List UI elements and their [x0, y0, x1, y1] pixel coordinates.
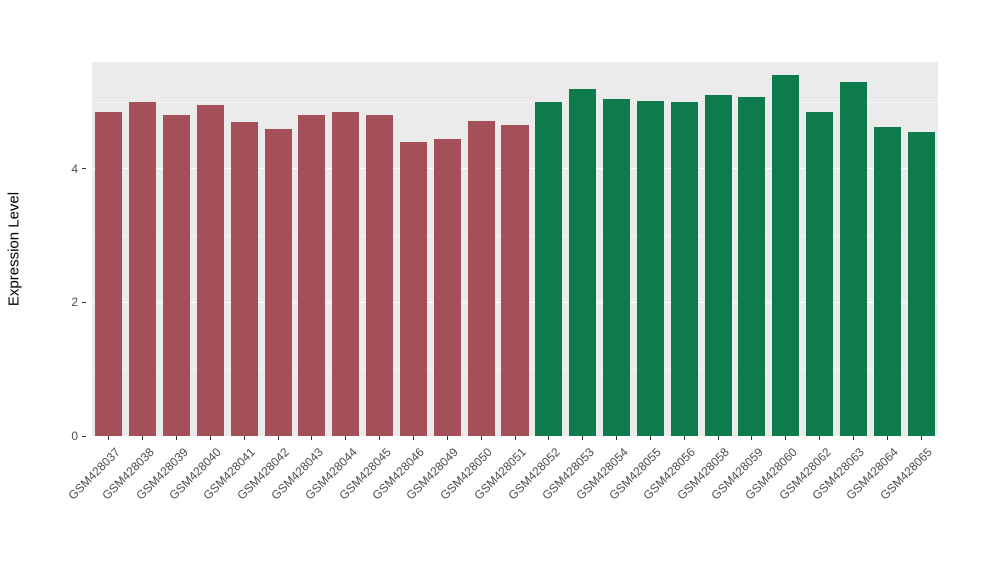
bar: [264, 128, 292, 436]
x-tick-mark: [649, 436, 651, 440]
bar: [535, 102, 563, 436]
plot-panel: [92, 62, 938, 437]
x-tick-mark: [548, 436, 550, 440]
x-tick-mark: [345, 436, 347, 440]
x-axis-labels: GSM428037 GSM428038 GSM428039 GSM428040 GSM4…: [65, 436, 938, 556]
y-tick-label: 4: [71, 161, 78, 176]
x-tick-mark: [176, 436, 178, 440]
bar: [366, 115, 394, 436]
y-tick-label: 2: [71, 295, 78, 310]
bar: [602, 98, 631, 436]
x-tick-mark: [751, 436, 753, 440]
y-axis-ticks: 0 2 4: [40, 62, 86, 443]
gridline-minor: [92, 101, 938, 103]
x-tick-mark: [379, 436, 381, 440]
bar: [569, 88, 597, 436]
x-tick-mark: [446, 436, 448, 440]
bar: [636, 100, 664, 436]
bar: [163, 115, 191, 436]
bar: [399, 142, 427, 436]
y-tick-mark: [82, 168, 86, 170]
bar: [806, 112, 834, 436]
bar: [704, 95, 732, 436]
bar: [907, 132, 935, 436]
y-axis-title: Expression Level: [5, 191, 23, 307]
bar: [467, 120, 495, 436]
x-tick-mark: [209, 436, 211, 440]
y-tick-mark: [82, 301, 86, 303]
y-tick-label: 0: [71, 429, 78, 443]
bar: [332, 112, 360, 436]
bar: [772, 75, 800, 436]
x-tick-mark: [785, 436, 787, 440]
bar: [196, 105, 224, 436]
x-tick-mark: [480, 436, 482, 440]
x-tick-mark: [920, 436, 922, 440]
bar: [738, 96, 766, 436]
x-tick-mark: [683, 436, 685, 440]
bar: [230, 122, 258, 436]
bar: [298, 115, 326, 436]
bar: [839, 82, 867, 436]
x-tick-mark: [142, 436, 144, 440]
bar: [129, 102, 157, 436]
bar: [670, 102, 698, 436]
x-tick-mark: [108, 436, 110, 440]
bar: [501, 125, 529, 436]
x-tick-mark: [616, 436, 618, 440]
x-tick-mark: [311, 436, 313, 440]
y-tick-mark: [82, 435, 86, 437]
x-tick-mark: [582, 436, 584, 440]
bar: [95, 112, 123, 436]
x-tick-mark: [717, 436, 719, 440]
x-tick-mark: [243, 436, 245, 440]
bar: [433, 138, 461, 436]
x-tick-mark: [886, 436, 888, 440]
x-tick-mark: [514, 436, 516, 440]
x-tick-mark: [277, 436, 279, 440]
x-tick-mark: [852, 436, 854, 440]
bar: [873, 127, 901, 436]
x-tick-mark: [819, 436, 821, 440]
x-tick-mark: [412, 436, 414, 440]
